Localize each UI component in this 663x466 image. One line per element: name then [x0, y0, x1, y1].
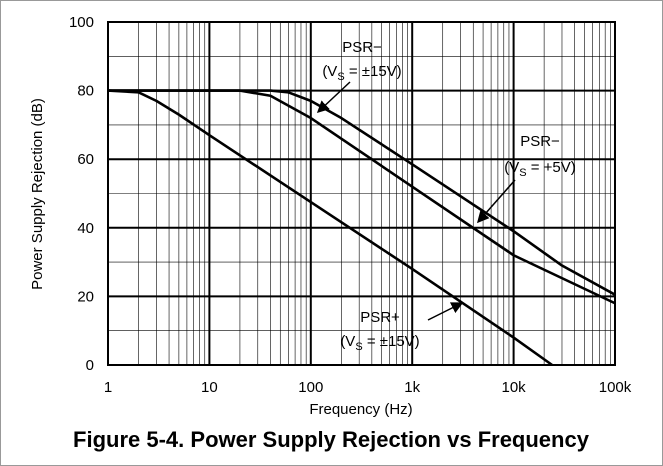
annotation: (VS = ±15V): [340, 333, 419, 353]
x-axis-label: Frequency (Hz): [309, 401, 412, 418]
y-tick-label: 20: [77, 288, 94, 305]
plot-border: [107, 21, 616, 366]
arrow: [427, 302, 464, 321]
x-tick-label: 10: [201, 379, 218, 396]
y-tick-label: 100: [69, 14, 94, 31]
annotation: (VS = ±15V): [322, 63, 401, 83]
y-axis-label: Power Supply Rejection (dB): [29, 98, 46, 290]
annotation: (VS = +5V): [504, 159, 576, 179]
series-line: [108, 89, 616, 296]
y-tick-label: 80: [77, 83, 94, 100]
annotation: PSR−: [342, 39, 382, 56]
caption: Figure 5-4. Power Supply Rejection vs Fr…: [73, 427, 590, 452]
x-tick-label: 1: [104, 379, 112, 396]
annotation: PSR−: [520, 133, 560, 150]
x-tick-label: 1k: [404, 379, 420, 396]
y-tick-label: 40: [77, 220, 94, 237]
arrow: [477, 179, 516, 224]
arrow: [316, 81, 351, 114]
annotation: PSR+: [360, 309, 400, 326]
x-tick-label: 10k: [502, 379, 527, 396]
series-line: [108, 89, 616, 305]
y-tick-label: 0: [86, 357, 94, 374]
x-tick-label: 100k: [599, 379, 632, 396]
y-tick-label: 60: [77, 151, 94, 168]
x-tick-label: 100: [298, 379, 323, 396]
series-line: [107, 89, 553, 367]
